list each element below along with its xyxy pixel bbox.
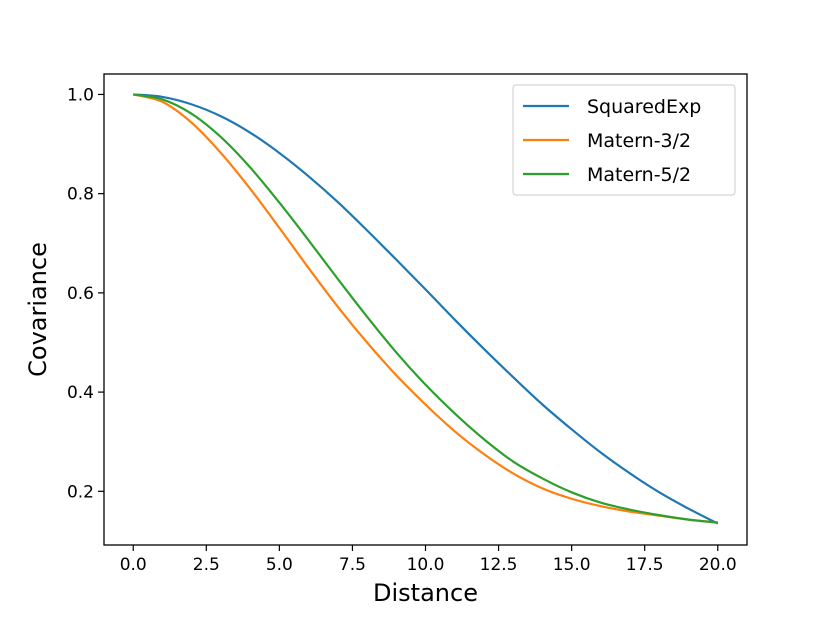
x-axis-label: Distance — [373, 579, 478, 607]
series-line-matern-5-2 — [133, 93, 718, 524]
x-tick-label: 15.0 — [553, 555, 591, 575]
y-tick-label: 0.4 — [67, 383, 94, 403]
legend-label-squaredexp: SquaredExp — [587, 96, 701, 118]
x-tick-label: 7.5 — [339, 555, 366, 575]
legend-box — [512, 84, 736, 196]
x-tick-label: 5.0 — [266, 555, 293, 575]
series-line-matern-3-2 — [132, 93, 718, 524]
y-axis-label: Covariance — [24, 242, 52, 377]
legend-label-matern-5-2: Matern-5/2 — [587, 164, 691, 186]
x-tick-label: 20.0 — [699, 555, 737, 575]
x-axis-ticks: 0.0 2.5 5.0 7.5 10.0 12.5 15.0 17.5 20.0 — [120, 545, 737, 575]
series-lines — [132, 93, 719, 525]
y-tick-label: 1.0 — [67, 85, 94, 105]
y-tick-label: 0.8 — [67, 185, 94, 205]
x-tick-label: 2.5 — [193, 555, 220, 575]
series-line-squaredexp — [133, 93, 719, 525]
x-tick-label: 10.0 — [407, 555, 445, 575]
x-tick-label: 17.5 — [626, 555, 664, 575]
x-tick-label: 12.5 — [480, 555, 518, 575]
y-tick-label: 0.2 — [67, 482, 94, 502]
y-axis-ticks: 0.2 0.4 0.6 0.8 1.0 — [67, 85, 104, 502]
legend-label-matern-3-2: Matern-3/2 — [587, 130, 691, 152]
y-tick-label: 0.6 — [67, 284, 94, 304]
x-tick-label: 0.0 — [120, 555, 147, 575]
legend: SquaredExp Matern-3/2 Matern-5/2 — [512, 84, 736, 196]
